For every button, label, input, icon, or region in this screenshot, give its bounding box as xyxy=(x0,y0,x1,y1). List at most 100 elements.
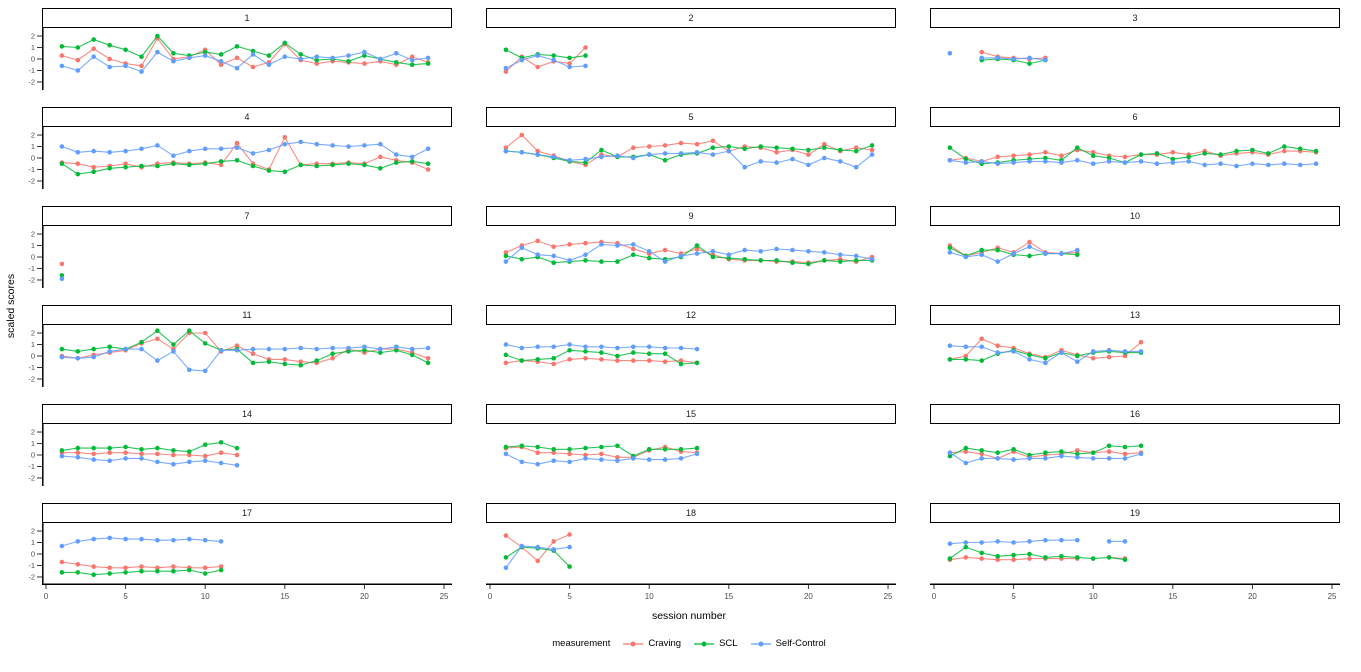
data-point-scl xyxy=(947,145,953,150)
data-point-self-control xyxy=(694,346,700,352)
facet-strip: 5 xyxy=(486,107,896,127)
data-point-self-control xyxy=(599,457,604,462)
data-point-craving xyxy=(583,356,588,361)
facet-strip-label: 6 xyxy=(1132,112,1138,122)
data-point-craving xyxy=(234,343,240,348)
data-point-craving xyxy=(282,357,288,362)
y-tick-label: 2 xyxy=(31,329,35,338)
data-point-craving xyxy=(202,453,208,459)
data-point-scl xyxy=(187,162,192,168)
data-point-self-control xyxy=(218,59,224,64)
y-tick-label: -1 xyxy=(28,561,35,570)
data-point-self-control xyxy=(503,259,509,264)
data-point-self-control xyxy=(1122,349,1128,354)
data-point-craving xyxy=(123,450,128,455)
data-point-scl xyxy=(662,158,668,163)
data-point-self-control xyxy=(583,456,588,461)
data-point-self-control xyxy=(838,252,843,257)
data-point-self-control xyxy=(1297,162,1303,168)
data-point-scl xyxy=(59,161,65,166)
facet-strip-label: 18 xyxy=(685,508,696,518)
data-point-scl xyxy=(394,348,399,353)
data-point-scl xyxy=(758,144,763,149)
data-point-craving xyxy=(678,358,684,363)
x-tick-label: 25 xyxy=(440,592,449,601)
data-point-self-control xyxy=(631,242,636,247)
data-point-self-control xyxy=(91,457,96,462)
data-point-self-control xyxy=(503,148,509,154)
y-tick-label: -2 xyxy=(28,474,35,483)
data-point-scl xyxy=(409,159,415,164)
data-point-self-control xyxy=(503,565,509,571)
data-point-scl xyxy=(1138,443,1144,449)
data-point-self-control xyxy=(1282,161,1287,166)
facet-panel-18: 18 0 5 10 15 20 25 xyxy=(486,503,896,605)
data-point-self-control xyxy=(1043,360,1048,366)
series-line-scl xyxy=(61,35,429,66)
facet-strip-label: 19 xyxy=(1129,508,1140,518)
x-tick-label: 15 xyxy=(1168,592,1177,601)
data-point-self-control xyxy=(853,253,859,259)
y-axis-ticks: 2 1 0 -1 -2 xyxy=(28,527,42,582)
y-axis-ticks: 2 1 0 -1 -2 xyxy=(28,428,42,483)
data-point-scl xyxy=(1170,156,1176,162)
x-tick-label: 20 xyxy=(360,592,369,601)
facet-strip: 1 xyxy=(42,8,452,28)
data-point-self-control xyxy=(1106,348,1112,353)
data-point-self-control xyxy=(1011,349,1016,354)
data-point-scl xyxy=(91,346,96,352)
data-point-craving xyxy=(1027,556,1032,561)
data-point-self-control xyxy=(646,152,652,157)
legend-label: Craving xyxy=(648,638,682,649)
data-point-self-control xyxy=(314,141,320,147)
data-point-scl xyxy=(1282,144,1287,149)
data-point-craving xyxy=(551,450,556,455)
data-point-self-control xyxy=(139,456,144,461)
data-point-self-control xyxy=(59,63,65,69)
y-tick-label: 0 xyxy=(31,55,35,64)
data-point-self-control xyxy=(362,344,367,350)
data-point-self-control xyxy=(394,152,399,157)
data-point-self-control xyxy=(979,540,984,545)
data-point-self-control xyxy=(409,154,415,160)
data-point-scl xyxy=(378,166,383,171)
data-point-scl xyxy=(171,342,176,347)
legend-entry-scl: SCL xyxy=(694,638,738,649)
data-point-self-control xyxy=(187,536,192,542)
facet-panel-7: 2 1 0 -1 -2 7 xyxy=(16,206,452,288)
series-line-craving xyxy=(949,149,1317,162)
data-point-self-control xyxy=(1059,160,1064,165)
data-point-craving xyxy=(155,565,160,571)
data-point-self-control xyxy=(59,276,65,282)
x-tick-label: 15 xyxy=(724,592,733,601)
data-point-self-control xyxy=(567,544,572,550)
y-tick-label: 1 xyxy=(31,439,35,448)
data-point-self-control xyxy=(314,346,320,352)
x-tick-label: 10 xyxy=(1089,592,1098,601)
data-point-self-control xyxy=(107,535,112,541)
data-point-scl xyxy=(822,258,827,263)
data-point-self-control xyxy=(139,536,144,542)
data-point-self-control xyxy=(710,249,716,254)
data-point-self-control xyxy=(409,57,415,63)
facet-panel-6: 6 xyxy=(930,107,1340,189)
data-point-scl xyxy=(1027,61,1032,66)
data-point-self-control xyxy=(123,346,128,352)
data-point-craving xyxy=(59,559,65,565)
data-point-self-control xyxy=(394,51,399,56)
data-point-self-control xyxy=(774,246,779,252)
data-point-self-control xyxy=(1313,161,1319,166)
x-tick-label: 0 xyxy=(488,592,493,601)
facet-panel-4: 2 1 0 -1 -2 4 xyxy=(16,107,452,189)
data-point-self-control xyxy=(947,450,953,455)
data-point-self-control xyxy=(535,53,540,58)
data-point-self-control xyxy=(853,164,859,170)
data-point-self-control xyxy=(869,257,875,262)
data-point-craving xyxy=(1122,154,1128,160)
data-point-scl xyxy=(1075,451,1080,457)
data-point-scl xyxy=(202,341,208,346)
data-point-craving xyxy=(599,451,604,457)
x-tick-label: 20 xyxy=(1248,592,1257,601)
data-point-self-control xyxy=(1043,537,1048,543)
data-point-scl xyxy=(1122,557,1128,562)
